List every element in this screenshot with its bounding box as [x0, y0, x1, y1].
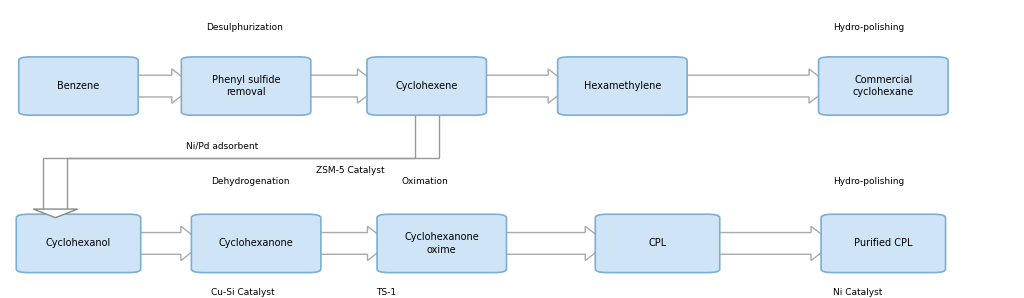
Text: Cyclohexanol: Cyclohexanol — [46, 238, 112, 249]
Polygon shape — [129, 69, 194, 103]
Polygon shape — [709, 226, 834, 260]
Polygon shape — [496, 226, 607, 260]
Polygon shape — [476, 69, 570, 103]
FancyBboxPatch shape — [377, 214, 507, 273]
Polygon shape — [34, 209, 78, 218]
Text: Purified CPL: Purified CPL — [854, 238, 912, 249]
Text: Oximation: Oximation — [401, 177, 449, 187]
Polygon shape — [676, 69, 831, 103]
Text: Cyclohexanone
oxime: Cyclohexanone oxime — [404, 232, 479, 254]
FancyBboxPatch shape — [181, 57, 311, 115]
Text: Cyclohexanone: Cyclohexanone — [219, 238, 294, 249]
Polygon shape — [300, 69, 380, 103]
FancyBboxPatch shape — [191, 214, 321, 273]
Text: Benzene: Benzene — [57, 81, 99, 91]
Text: Hydro-polishing: Hydro-polishing — [834, 23, 904, 32]
Text: Dehydrogenation: Dehydrogenation — [211, 177, 290, 187]
Polygon shape — [310, 226, 389, 260]
Text: Ni Catalyst: Ni Catalyst — [834, 288, 883, 297]
Text: CPL: CPL — [648, 238, 667, 249]
FancyBboxPatch shape — [18, 57, 138, 115]
Text: Ni/Pd adsorbent: Ni/Pd adsorbent — [186, 142, 258, 151]
FancyBboxPatch shape — [16, 214, 140, 273]
FancyBboxPatch shape — [821, 214, 945, 273]
Text: Cyclohexene: Cyclohexene — [395, 81, 458, 91]
Text: Commercial
cyclohexane: Commercial cyclohexane — [853, 75, 914, 97]
FancyBboxPatch shape — [818, 57, 948, 115]
Text: TS-1: TS-1 — [377, 288, 396, 297]
FancyBboxPatch shape — [367, 57, 486, 115]
FancyBboxPatch shape — [595, 214, 720, 273]
Polygon shape — [131, 226, 203, 260]
Text: Phenyl sulfide
removal: Phenyl sulfide removal — [212, 75, 281, 97]
Text: ZSM-5 Catalyst: ZSM-5 Catalyst — [316, 166, 385, 175]
Text: Hydro-polishing: Hydro-polishing — [834, 177, 904, 187]
Text: Hexamethylene: Hexamethylene — [584, 81, 662, 91]
FancyBboxPatch shape — [558, 57, 687, 115]
Text: Cu-Si Catalyst: Cu-Si Catalyst — [211, 288, 274, 297]
Text: Desulphurization: Desulphurization — [206, 23, 283, 32]
